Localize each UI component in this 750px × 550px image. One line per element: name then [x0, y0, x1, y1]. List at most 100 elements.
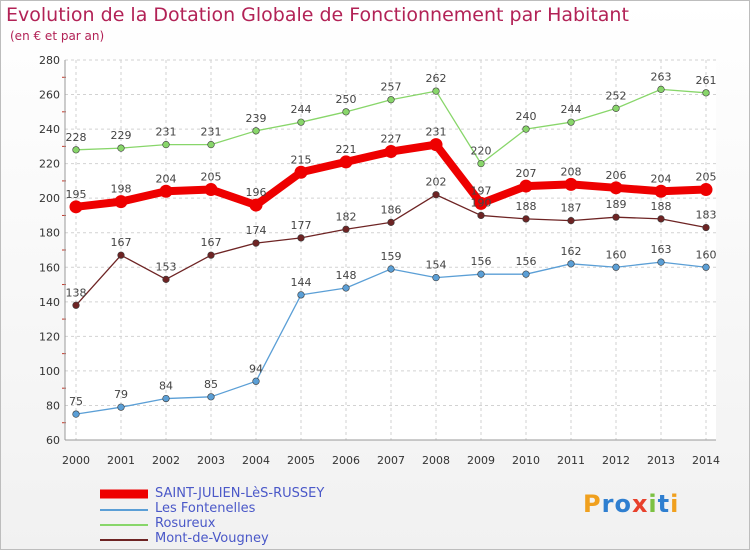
data-point	[162, 394, 170, 403]
data-point	[702, 263, 710, 271]
legend-label: Mont-de-Vougney	[155, 531, 269, 546]
x-tick-label: 2005	[287, 454, 315, 467]
data-point	[519, 179, 533, 193]
x-tick-label: 2009	[467, 454, 495, 467]
data-point	[342, 284, 350, 292]
logo-letter: i	[648, 490, 658, 518]
x-tick-label: 2014	[692, 454, 720, 467]
data-label: 160	[696, 248, 717, 261]
data-label: 177	[291, 219, 312, 232]
x-tick-label: 2008	[422, 454, 450, 467]
data-point	[432, 274, 440, 282]
x-tick-label: 2003	[197, 454, 225, 467]
data-label: 244	[291, 103, 312, 116]
logo-letter: r	[601, 490, 615, 518]
data-point	[609, 181, 623, 195]
data-point	[72, 410, 80, 418]
y-tick-label: 180	[39, 227, 60, 240]
data-label: 183	[696, 209, 717, 222]
data-label: 79	[114, 388, 128, 401]
logo-letter: o	[614, 490, 632, 518]
data-label: 250	[336, 93, 357, 106]
data-label: 163	[651, 243, 672, 256]
data-point	[474, 196, 488, 210]
data-label: 189	[606, 198, 627, 211]
legend-label: SAINT-JULIEN-LèS-RUSSEY	[155, 486, 325, 501]
data-point	[384, 145, 398, 159]
data-label: 187	[561, 202, 582, 215]
data-point	[204, 183, 218, 197]
legend-swatch-les-fontenelles	[100, 509, 148, 511]
data-point	[654, 184, 668, 198]
data-point	[522, 125, 530, 133]
data-label: 231	[426, 126, 447, 139]
data-label: 221	[336, 143, 357, 156]
data-point	[657, 215, 665, 223]
data-label: 257	[381, 81, 402, 94]
data-point	[72, 301, 80, 309]
y-tick-label: 260	[39, 89, 60, 102]
x-tick-label: 2012	[602, 454, 630, 467]
data-label: 182	[336, 210, 357, 223]
data-label: 198	[111, 183, 132, 196]
y-tick-label: 200	[39, 192, 60, 205]
data-label: 239	[246, 112, 267, 125]
logo-letter: x	[631, 490, 649, 518]
data-point	[657, 258, 665, 266]
x-tick-label: 2000	[62, 454, 90, 467]
data-label: 204	[156, 172, 177, 185]
data-label: 252	[606, 89, 627, 102]
data-label: 228	[66, 131, 87, 144]
data-point	[162, 275, 170, 283]
data-point	[612, 104, 620, 112]
data-point	[207, 141, 215, 149]
data-point	[117, 144, 125, 152]
data-label: 208	[561, 165, 582, 178]
logo-letter: t	[657, 490, 671, 518]
data-label: 94	[249, 362, 263, 375]
chart-subtitle: (en € et par an)	[10, 29, 105, 43]
y-tick-label: 100	[39, 365, 60, 378]
data-point	[702, 223, 710, 232]
data-label: 153	[156, 260, 177, 273]
data-point	[69, 200, 83, 214]
data-label: 197	[471, 184, 492, 197]
data-label: 144	[291, 276, 312, 289]
data-label: 75	[69, 395, 83, 408]
data-point	[117, 251, 125, 259]
x-tick-label: 2013	[647, 454, 675, 467]
data-point	[429, 138, 443, 152]
data-point	[657, 85, 665, 93]
data-label: 196	[246, 186, 267, 199]
data-point	[207, 393, 215, 401]
data-point	[564, 177, 578, 191]
data-label: 205	[696, 171, 717, 184]
x-tick-label: 2006	[332, 454, 360, 467]
y-tick-label: 220	[39, 158, 60, 171]
data-point	[72, 146, 80, 154]
data-point	[249, 198, 263, 212]
chart-title: Evolution de la Dotation Globale de Fonc…	[6, 4, 629, 26]
data-label: 215	[291, 153, 312, 166]
x-tick-label: 2002	[152, 454, 180, 467]
data-point	[207, 251, 215, 259]
data-point	[612, 263, 620, 271]
data-label: 240	[516, 110, 537, 123]
data-label: 188	[516, 200, 537, 213]
data-point	[162, 141, 170, 149]
data-point	[252, 377, 260, 385]
data-point	[297, 291, 305, 299]
data-label: 195	[66, 188, 87, 201]
data-label: 154	[426, 259, 447, 272]
data-point	[114, 195, 128, 209]
data-label: 156	[471, 255, 492, 268]
data-point	[567, 118, 575, 126]
data-point	[702, 89, 710, 97]
data-label: 156	[516, 255, 537, 268]
data-label: 160	[606, 248, 627, 261]
legend-swatch-saint-julien	[100, 489, 148, 499]
data-label: 159	[381, 250, 402, 263]
data-label: 186	[381, 203, 402, 216]
data-point	[297, 234, 305, 242]
data-label: 167	[111, 236, 132, 249]
